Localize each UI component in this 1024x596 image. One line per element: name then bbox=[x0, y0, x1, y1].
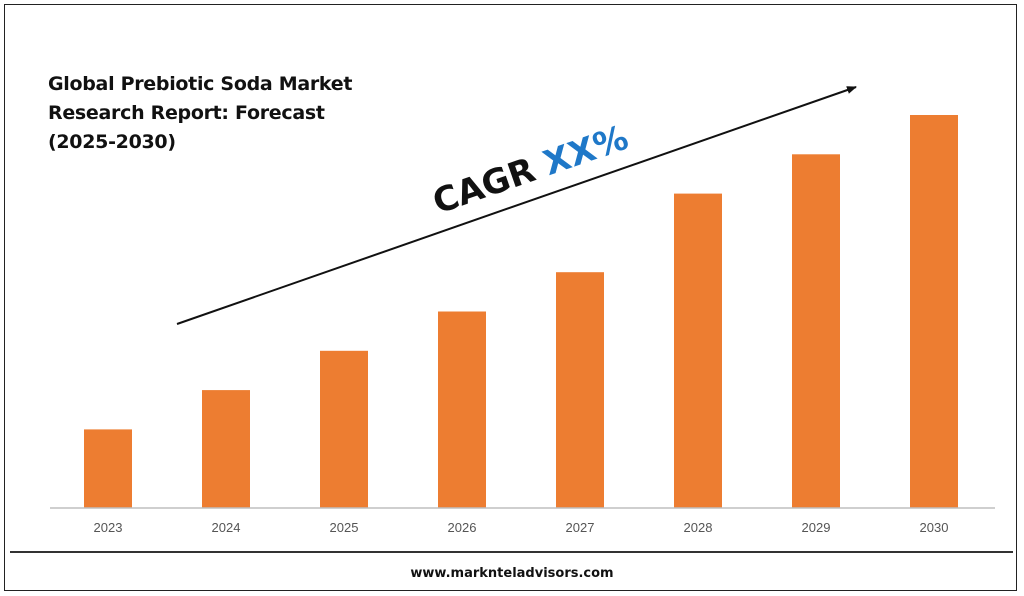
x-tick-label: 2023 bbox=[94, 520, 123, 535]
title-line-1: Global Prebiotic Soda Market bbox=[48, 73, 353, 95]
cagr-annotation: CAGR XX% bbox=[428, 118, 634, 223]
cagr-prefix: CAGR bbox=[428, 146, 552, 222]
x-tick-label: 2027 bbox=[566, 520, 595, 535]
chart-frame bbox=[4, 4, 1017, 591]
bar-2024 bbox=[202, 390, 250, 508]
bar-2027 bbox=[556, 272, 604, 508]
bars-group bbox=[84, 115, 958, 509]
x-tick-label: 2030 bbox=[920, 520, 949, 535]
footer-divider bbox=[10, 551, 1013, 553]
bar-2023 bbox=[84, 429, 132, 508]
title-line-2: Research Report: Forecast bbox=[48, 102, 325, 124]
bar-2028 bbox=[674, 193, 722, 508]
x-tick-label: 2024 bbox=[212, 520, 241, 535]
trend-arrow bbox=[176, 86, 857, 325]
x-tick-label: 2029 bbox=[802, 520, 831, 535]
x-tick-labels: 2023 2024 2025 2026 2027 2028 2029 2030 bbox=[94, 520, 949, 535]
x-tick-label: 2025 bbox=[330, 520, 359, 535]
bar-2025 bbox=[320, 350, 368, 508]
x-tick-label: 2026 bbox=[448, 520, 477, 535]
bar-2026 bbox=[438, 311, 486, 508]
footer-url[interactable]: www.marknteladvisors.com bbox=[410, 566, 614, 581]
chart-title: Global Prebiotic Soda Market Research Re… bbox=[48, 70, 378, 157]
bar-2029 bbox=[792, 154, 840, 509]
title-line-3: (2025-2030) bbox=[48, 131, 176, 153]
cagr-value: XX% bbox=[538, 118, 633, 184]
x-tick-label: 2028 bbox=[684, 520, 713, 535]
bar-2030 bbox=[910, 115, 958, 508]
